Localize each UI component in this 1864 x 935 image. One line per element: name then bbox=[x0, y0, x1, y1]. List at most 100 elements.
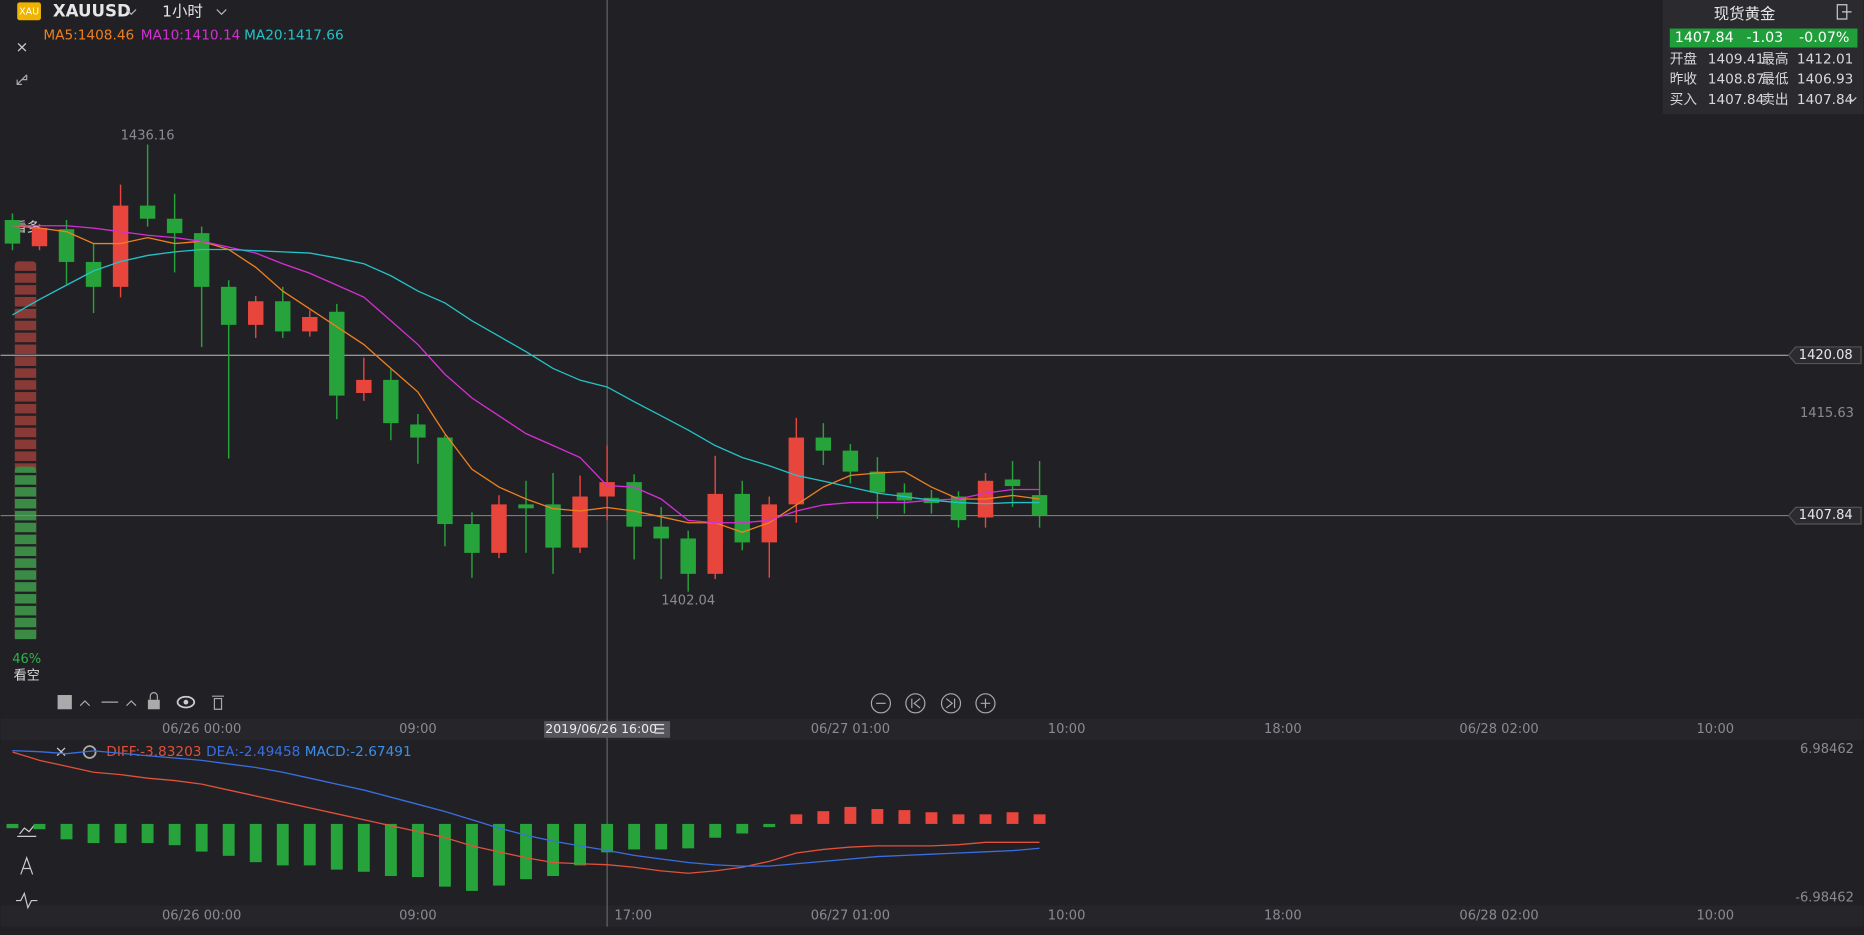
candle-body bbox=[653, 526, 669, 539]
macd-bar bbox=[276, 823, 289, 866]
macd-bar bbox=[763, 823, 776, 828]
x-tick-label: 06/26 00:00 bbox=[162, 908, 241, 923]
macd-bar bbox=[547, 823, 559, 877]
tool-eye bbox=[183, 699, 189, 705]
collapse-icon[interactable] bbox=[16, 74, 28, 85]
tool-lock[interactable] bbox=[147, 699, 160, 710]
macd-bar bbox=[438, 823, 451, 887]
sentiment-value: 46% bbox=[12, 652, 41, 667]
tool-eye[interactable] bbox=[176, 695, 196, 709]
x-tick-label: 10:00 bbox=[1048, 908, 1086, 923]
tool-up[interactable] bbox=[79, 700, 91, 707]
legend-entry: DIFF:-3.83203 bbox=[106, 744, 201, 760]
tool-trash[interactable] bbox=[212, 695, 224, 710]
tool-up[interactable] bbox=[126, 700, 137, 707]
quote-cell: 1412.01 bbox=[1797, 51, 1853, 67]
quote-cell: 1409.41 bbox=[1708, 51, 1764, 67]
macd-bar bbox=[493, 823, 505, 886]
close-icon[interactable]: × bbox=[15, 38, 28, 56]
candle-body bbox=[112, 205, 129, 287]
macd-bar bbox=[33, 823, 46, 830]
symbol[interactable]: XAUUSD bbox=[53, 1, 131, 20]
legend-entry: MA20:1417.66 bbox=[244, 28, 344, 44]
x-tick-label: 10:00 bbox=[1048, 722, 1086, 737]
dropdown-icon[interactable] bbox=[216, 9, 227, 16]
macd-bar bbox=[303, 823, 316, 866]
x-tick-label: 06/28 02:00 bbox=[1459, 908, 1538, 923]
candle-body bbox=[410, 424, 426, 438]
candle-body bbox=[869, 471, 886, 493]
x-tick-label: 10:00 bbox=[1697, 722, 1735, 737]
expand-icon[interactable] bbox=[1848, 97, 1857, 102]
scroll-end[interactable] bbox=[940, 693, 962, 714]
macd-bar bbox=[141, 823, 154, 844]
sentiment-gap bbox=[14, 627, 37, 630]
x-tick-label: 06/27 01:00 bbox=[811, 908, 890, 923]
extreme-label: 1436.16 bbox=[121, 129, 175, 144]
legend-entry: DEA:-2.49458 bbox=[206, 744, 300, 760]
sentiment-gap bbox=[14, 282, 37, 286]
macd-line bbox=[12, 751, 1040, 874]
time-axis-band bbox=[0, 905, 1864, 927]
panel-toggle[interactable] bbox=[1836, 4, 1852, 20]
ma-line bbox=[12, 225, 1040, 524]
candle-body bbox=[356, 379, 372, 393]
sentiment-gap bbox=[14, 472, 37, 476]
close-indicator[interactable]: × bbox=[55, 743, 68, 761]
x-tick-label: 10:00 bbox=[1697, 908, 1735, 923]
quote-cell: 最高 bbox=[1761, 50, 1788, 67]
candle-body bbox=[437, 437, 453, 525]
zoom-in[interactable] bbox=[975, 693, 996, 714]
macd-bar bbox=[844, 806, 857, 824]
quote-cell: 卖出 bbox=[1761, 92, 1788, 108]
last-price-box bbox=[1787, 506, 1862, 525]
sentiment-gap bbox=[14, 270, 37, 274]
zoom-out[interactable] bbox=[870, 693, 892, 714]
legend-entry: MA5:1408.46 bbox=[43, 28, 134, 44]
sentiment-gap bbox=[14, 425, 37, 428]
candle-body bbox=[4, 220, 21, 244]
crosshair-time-label: 2019/06/26 16:00 bbox=[545, 721, 657, 736]
macd-bar bbox=[249, 823, 262, 863]
wave-icon[interactable] bbox=[16, 891, 38, 910]
macd-bar bbox=[925, 812, 938, 824]
candle-body bbox=[599, 482, 615, 497]
candle-body bbox=[518, 504, 534, 509]
candle-body bbox=[680, 538, 696, 574]
macd-bar bbox=[222, 823, 235, 856]
candle-body bbox=[950, 496, 967, 521]
candle-body bbox=[383, 379, 399, 424]
candle-body bbox=[626, 482, 642, 527]
dropdown-icon[interactable] bbox=[126, 9, 137, 16]
candle-body bbox=[302, 316, 318, 332]
macd-bar bbox=[330, 823, 343, 870]
macd-bar bbox=[384, 823, 397, 877]
interval[interactable]: 1小时 bbox=[162, 2, 203, 20]
tool-square[interactable] bbox=[57, 695, 72, 710]
quote-panel bbox=[1662, 0, 1864, 115]
sentiment-gap bbox=[14, 508, 37, 511]
draw-icon[interactable] bbox=[20, 856, 34, 875]
macd-bar bbox=[682, 823, 695, 849]
candle-body bbox=[545, 504, 561, 548]
quote-cell: 1407.84 bbox=[1708, 92, 1764, 108]
sentiment-gap bbox=[14, 484, 37, 488]
sentiment-gap bbox=[14, 413, 37, 416]
macd-bar bbox=[628, 823, 641, 850]
sentiment-gap bbox=[14, 556, 37, 559]
legend-entry: MACD:-2.67491 bbox=[305, 744, 412, 760]
badge-text: XAU bbox=[19, 6, 39, 17]
scroll-start[interactable] bbox=[905, 693, 926, 714]
candle-body bbox=[139, 205, 156, 219]
candle-body bbox=[1004, 479, 1021, 487]
sentiment-gap bbox=[14, 437, 37, 440]
sentiment-gap bbox=[14, 544, 37, 547]
macd-bar bbox=[87, 823, 100, 844]
x-tick-label: 06/28 02:00 bbox=[1459, 722, 1538, 737]
crosshair-time-box bbox=[544, 721, 671, 738]
candle-body bbox=[248, 301, 264, 325]
indicator-icon[interactable] bbox=[17, 825, 37, 837]
macd-bar bbox=[817, 811, 830, 824]
